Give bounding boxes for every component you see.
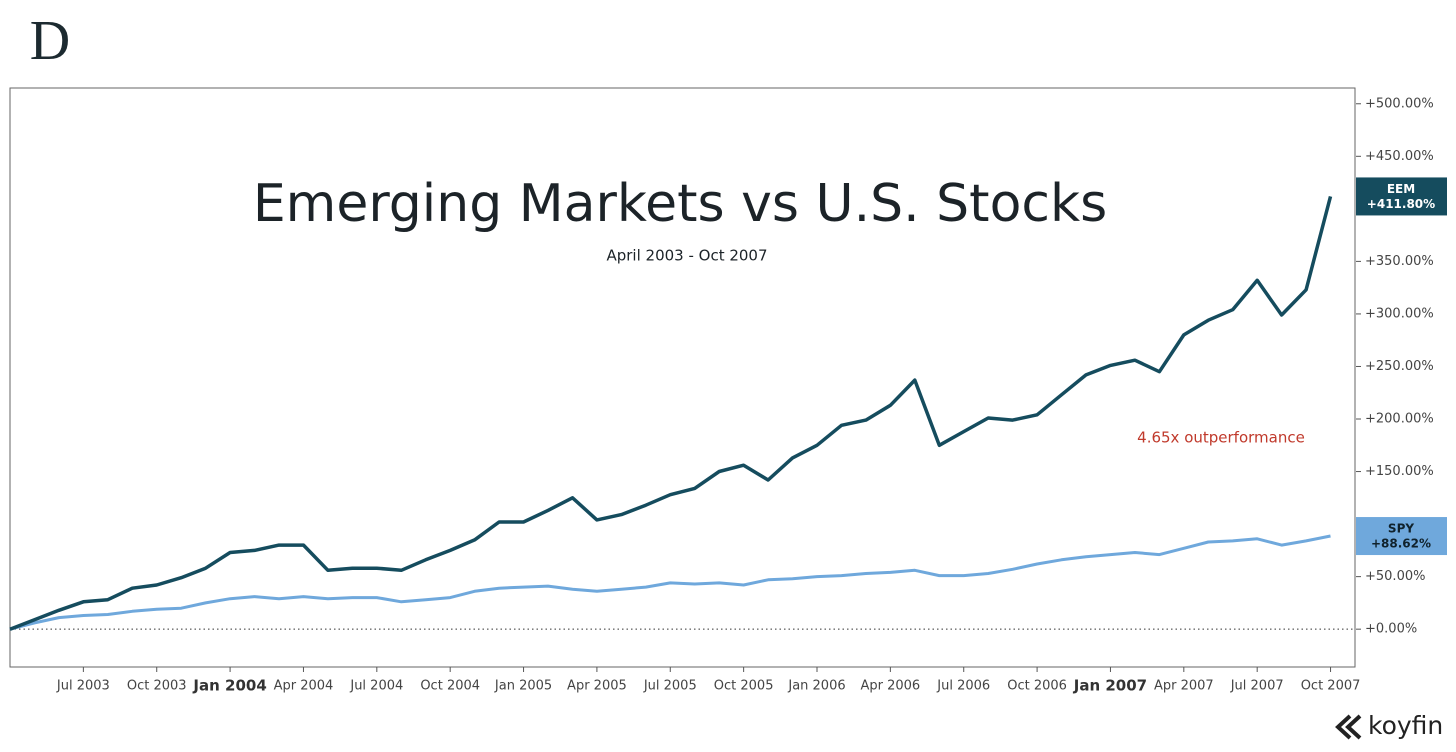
series-line [9, 195, 1333, 631]
y-tick-label: +350.00% [1365, 254, 1434, 269]
x-tick-label: Oct 2005 [714, 679, 774, 694]
x-tick-label: Jan 2005 [494, 679, 552, 694]
y-tick-label: +450.00% [1365, 149, 1434, 164]
x-tick-label: Jul 2003 [56, 679, 110, 694]
y-tick-label: +50.00% [1365, 569, 1425, 584]
x-tick-label: Oct 2003 [127, 679, 187, 694]
chart-subtitle: April 2003 - Oct 2007 [606, 247, 767, 265]
end-tag-name: SPY [1388, 522, 1414, 536]
y-tick-label: +500.00% [1365, 96, 1434, 111]
x-tick-label: Jul 2006 [936, 679, 990, 694]
x-tick-label: Apr 2006 [861, 679, 921, 694]
y-tick-label: +300.00% [1365, 306, 1434, 321]
end-tag-box [1356, 177, 1447, 216]
x-tick-label: Apr 2004 [274, 679, 334, 694]
x-tick-label: Jul 2005 [643, 679, 697, 694]
y-tick-label: +250.00% [1365, 359, 1434, 374]
end-tag: EEM+411.80% [1356, 177, 1447, 216]
end-tag-value: +411.80% [1367, 197, 1435, 211]
plot-frame [9, 87, 1356, 668]
watermark-icon [1335, 714, 1362, 740]
end-tag: SPY+88.62% [1356, 517, 1447, 556]
y-tick-label: +200.00% [1365, 412, 1434, 427]
y-tick-label: +150.00% [1365, 464, 1434, 479]
series-line [9, 534, 1331, 631]
x-tick-label: Oct 2004 [420, 679, 480, 694]
end-tag-value: +88.62% [1371, 537, 1431, 551]
x-tick-label: Jan 2007 [1073, 677, 1147, 695]
x-tick-label: Jul 2004 [349, 679, 403, 694]
x-tick-label: Jan 2006 [787, 679, 845, 694]
watermark-text: koyfin [1368, 711, 1443, 740]
logo: D [30, 10, 70, 72]
x-tick-label: Jul 2007 [1230, 679, 1284, 694]
x-tick-label: Oct 2006 [1007, 679, 1067, 694]
annotation: 4.65x outperformance [1137, 429, 1305, 447]
end-tag-name: EEM [1387, 182, 1415, 196]
x-tick-label: Oct 2007 [1301, 679, 1361, 694]
chart-title: Emerging Markets vs U.S. Stocks [253, 174, 1107, 234]
x-tick-label: Apr 2007 [1154, 679, 1214, 694]
x-tick-label: Jan 2004 [192, 677, 266, 695]
x-tick-label: Apr 2005 [567, 679, 627, 694]
watermark: koyfin [1335, 711, 1443, 740]
y-tick-label: +0.00% [1365, 622, 1417, 637]
end-tag-box [1356, 517, 1447, 556]
